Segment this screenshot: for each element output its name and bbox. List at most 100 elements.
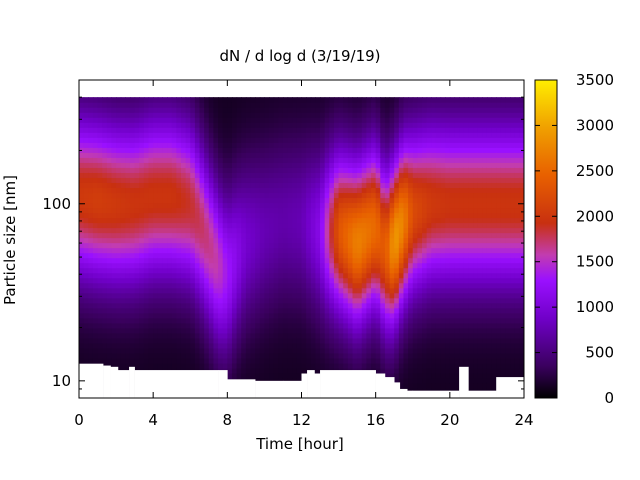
heatmap-cell — [422, 187, 428, 194]
heatmap-cell — [389, 357, 395, 364]
heatmap-cell — [125, 187, 131, 194]
heatmap-cell — [398, 172, 405, 178]
heatmap-cell — [204, 147, 210, 153]
heatmap-cell — [431, 117, 437, 123]
heatmap-cell — [449, 262, 456, 269]
heatmap-cell — [79, 197, 85, 204]
heatmap-cell — [422, 152, 428, 158]
heatmap-cell — [412, 292, 418, 299]
heatmap-cell — [445, 212, 451, 219]
heatmap-cell — [435, 347, 442, 354]
heatmap-cell — [435, 122, 442, 128]
heatmap-cell — [116, 137, 122, 143]
heatmap-cell — [426, 197, 432, 204]
heatmap-cell — [176, 172, 182, 178]
heatmap-cell — [435, 222, 442, 229]
heatmap-cell — [320, 227, 326, 234]
heatmap-cell — [157, 272, 164, 279]
heatmap-cell — [125, 302, 131, 309]
heatmap-cell — [343, 357, 349, 364]
heatmap-cell — [167, 342, 173, 349]
heatmap-cell — [213, 352, 219, 359]
heatmap-cell — [241, 252, 247, 259]
heatmap-cell — [167, 267, 173, 274]
heatmap-cell — [440, 122, 446, 128]
heatmap-cell — [208, 162, 215, 168]
heatmap-cell — [111, 177, 117, 183]
heatmap-cell — [435, 162, 442, 168]
heatmap-cell — [129, 157, 136, 163]
heatmap-cell — [306, 347, 312, 354]
heatmap-cell — [125, 237, 131, 244]
heatmap-cell — [111, 252, 117, 259]
heatmap-cell — [125, 147, 131, 153]
heatmap-cell — [324, 212, 330, 219]
heatmap-cell — [199, 172, 205, 178]
heatmap-cell — [153, 222, 159, 229]
heatmap-cell — [250, 372, 256, 379]
heatmap-cell — [320, 162, 326, 168]
heatmap-cell — [380, 137, 386, 143]
heatmap-cell — [143, 112, 150, 118]
heatmap-cell — [287, 262, 293, 269]
heatmap-cell — [83, 332, 89, 339]
heatmap-cell — [394, 107, 400, 113]
heatmap-cell — [162, 117, 168, 123]
heatmap-cell — [296, 132, 303, 138]
heatmap-cell — [171, 322, 177, 329]
heatmap-cell — [208, 97, 215, 103]
heatmap-cell — [102, 282, 108, 289]
heatmap-cell — [384, 222, 391, 229]
heatmap-cell — [204, 362, 210, 369]
heatmap-cell — [403, 227, 409, 234]
heatmap-cell — [250, 262, 256, 269]
heatmap-cell — [435, 287, 442, 294]
heatmap-cell — [102, 162, 108, 168]
heatmap-cell — [120, 162, 126, 168]
heatmap-cell — [79, 237, 85, 244]
heatmap-cell — [88, 357, 94, 364]
heatmap-cell — [445, 107, 451, 113]
heatmap-cell — [250, 312, 256, 319]
heatmap-cell — [241, 332, 247, 339]
heatmap-cell — [204, 97, 210, 103]
heatmap-cell — [394, 212, 400, 219]
heatmap-cell — [269, 172, 275, 178]
heatmap-cell — [264, 232, 270, 239]
heatmap-cell — [106, 102, 113, 108]
heatmap-cell — [83, 187, 89, 194]
heatmap-cell — [120, 187, 126, 194]
heatmap-cell — [97, 237, 103, 244]
heatmap-cell — [143, 212, 150, 219]
heatmap-cell — [296, 217, 303, 224]
heatmap-cell — [157, 232, 164, 239]
heatmap-cell — [324, 217, 330, 224]
heatmap-cell — [176, 272, 182, 279]
heatmap-cell — [426, 277, 432, 284]
heatmap-cell — [292, 222, 298, 229]
heatmap-cell — [296, 237, 303, 244]
heatmap-cell — [412, 217, 418, 224]
heatmap-cell — [310, 137, 317, 143]
heatmap-cell — [403, 137, 409, 143]
heatmap-cell — [264, 172, 270, 178]
heatmap-cell — [162, 142, 168, 148]
heatmap-cell — [357, 202, 363, 209]
heatmap-cell — [171, 332, 177, 339]
heatmap-cell — [83, 172, 89, 178]
heatmap-cell — [83, 302, 89, 309]
heatmap-cell — [333, 297, 340, 304]
heatmap-cell — [83, 287, 89, 294]
heatmap-cell — [357, 172, 363, 178]
heatmap-cell — [222, 182, 228, 189]
heatmap-cell — [241, 232, 247, 239]
heatmap-cell — [454, 312, 460, 319]
heatmap-cell — [449, 252, 456, 259]
heatmap-cell — [375, 167, 381, 173]
heatmap-cell — [79, 322, 85, 329]
heatmap-cell — [310, 127, 317, 133]
heatmap-cell — [394, 167, 400, 173]
heatmap-cell — [384, 157, 391, 163]
heatmap-cell — [167, 352, 173, 359]
heatmap-cell — [111, 212, 117, 219]
